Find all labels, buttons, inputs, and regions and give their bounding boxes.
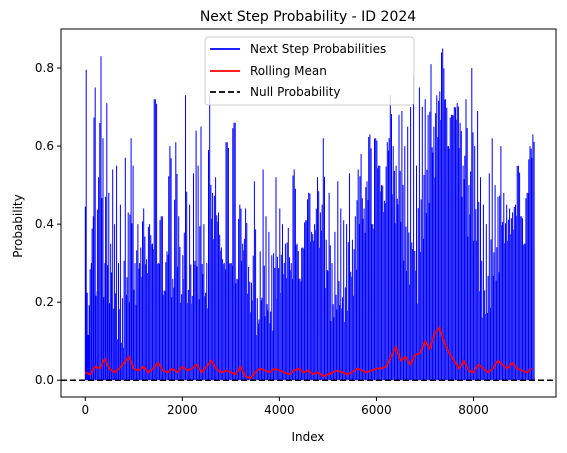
x-tick-label: 4000 [264, 403, 295, 417]
y-tick-label: 0.4 [35, 217, 54, 231]
legend-box [204, 36, 415, 106]
x-axis-label: Index [291, 430, 324, 444]
x-tick-label: 6000 [361, 403, 392, 417]
legend-label-next-step-probabilities: Next Step Probabilities [250, 42, 386, 56]
series-line-rolling-mean [84, 325, 533, 380]
series-layer [61, 48, 556, 381]
legend-label-null-probability: Null Probability [250, 85, 341, 99]
plot-frame [60, 28, 557, 398]
y-axis-label: Probability [11, 194, 25, 257]
legend: Next Step Probabilities Rolling Mean Nul… [204, 36, 415, 106]
series-line-next-step-probabilities [84, 48, 535, 381]
chart-title: Next Step Probability - ID 2024 [200, 9, 416, 25]
x-tick-label: 8000 [458, 403, 489, 417]
y-axis: 0.0 0.2 0.4 0.6 0.8 [35, 61, 61, 387]
y-tick-label: 0.6 [35, 139, 54, 153]
legend-label-rolling-mean: Rolling Mean [250, 64, 327, 78]
x-tick-label: 0 [81, 403, 89, 417]
y-tick-label: 0.8 [35, 61, 54, 75]
x-tick-label: 2000 [167, 403, 198, 417]
y-tick-label: 0.0 [35, 373, 54, 387]
series-next-step-probabilities [84, 48, 535, 381]
x-axis: 0 2000 4000 6000 8000 [81, 397, 489, 417]
y-tick-label: 0.2 [35, 295, 54, 309]
